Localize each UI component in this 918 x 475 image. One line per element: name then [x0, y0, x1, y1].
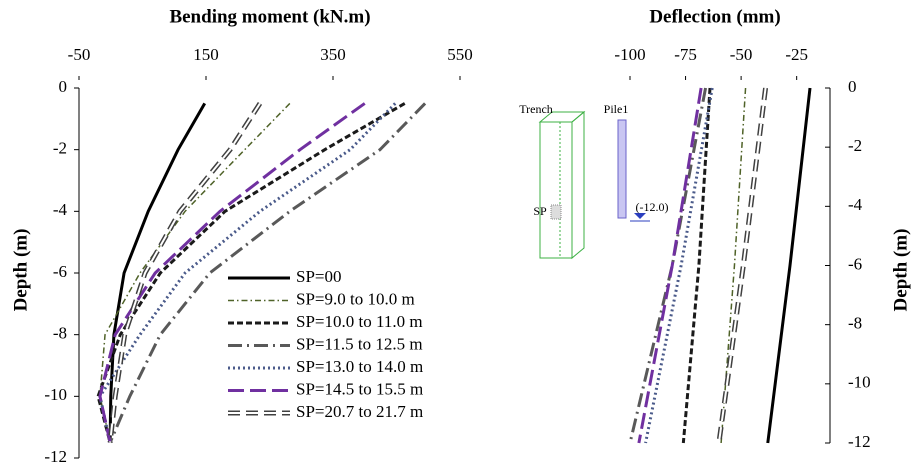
y-axis-label: Depth (m) — [890, 229, 911, 312]
x-tick-label: 350 — [320, 45, 346, 64]
annotation: (-12.0) — [636, 200, 669, 214]
series-line — [96, 102, 406, 443]
series-line — [681, 87, 712, 444]
y-tick-label: -8 — [848, 314, 862, 333]
annotation: SP — [533, 204, 547, 218]
y-tick-label: 0 — [59, 77, 68, 96]
series-line — [108, 102, 427, 444]
series-line — [108, 102, 207, 443]
y-axis-label: Depth (m) — [10, 229, 31, 312]
legend-label: SP=9.0 to 10.0 m — [296, 289, 415, 308]
annotation: Pile1 — [604, 102, 629, 116]
x-tick-label: -25 — [785, 45, 808, 64]
trench-side — [571, 110, 585, 260]
legend-label: SP=14.5 to 15.5 m — [296, 379, 423, 398]
inset-diagram — [538, 110, 650, 260]
x-tick-label: -50 — [730, 45, 753, 64]
line-highlight — [717, 87, 767, 444]
series-line — [716, 87, 769, 444]
sp-block — [550, 204, 562, 220]
y-tick-label: -4 — [848, 195, 863, 214]
y-tick-label: -10 — [848, 373, 871, 392]
series-line — [637, 87, 703, 444]
chart-title: Deflection (mm) — [649, 6, 780, 27]
chart-title: Bending moment (kN.m) — [169, 6, 370, 27]
x-tick-label: -50 — [68, 45, 91, 64]
x-tick-label: 550 — [447, 45, 473, 64]
x-tick-label: 150 — [193, 45, 219, 64]
series-line — [628, 87, 708, 444]
y-tick-label: 0 — [848, 77, 857, 96]
legend-label: SP=11.5 to 12.5 m — [296, 334, 423, 353]
y-tick-label: -6 — [53, 262, 67, 281]
y-tick-label: -6 — [848, 254, 862, 273]
y-tick-label: -12 — [44, 447, 67, 466]
y-tick-label: -10 — [44, 385, 67, 404]
legend-label: SP=00 — [296, 267, 342, 286]
y-tick-label: -8 — [53, 324, 67, 343]
x-tick-label: -100 — [614, 45, 645, 64]
level-marker — [634, 213, 646, 219]
line-highlight — [109, 102, 261, 443]
legend-label: SP=13.0 to 14.0 m — [296, 357, 423, 376]
legend-label: SP=10.0 to 11.0 m — [296, 312, 423, 331]
y-tick-label: -2 — [53, 139, 67, 158]
series-line — [766, 87, 812, 444]
legend-label: SP=20.7 to 21.7 m — [296, 402, 423, 421]
y-tick-label: -2 — [848, 136, 862, 155]
y-tick-label: -4 — [53, 200, 68, 219]
series-line — [720, 87, 747, 444]
pile — [617, 119, 627, 219]
x-tick-label: -75 — [674, 45, 697, 64]
trench-front — [539, 121, 573, 259]
series-line — [98, 102, 366, 443]
annotation: Trench — [519, 102, 553, 116]
series-line — [644, 87, 714, 444]
y-tick-label: -12 — [848, 432, 871, 451]
